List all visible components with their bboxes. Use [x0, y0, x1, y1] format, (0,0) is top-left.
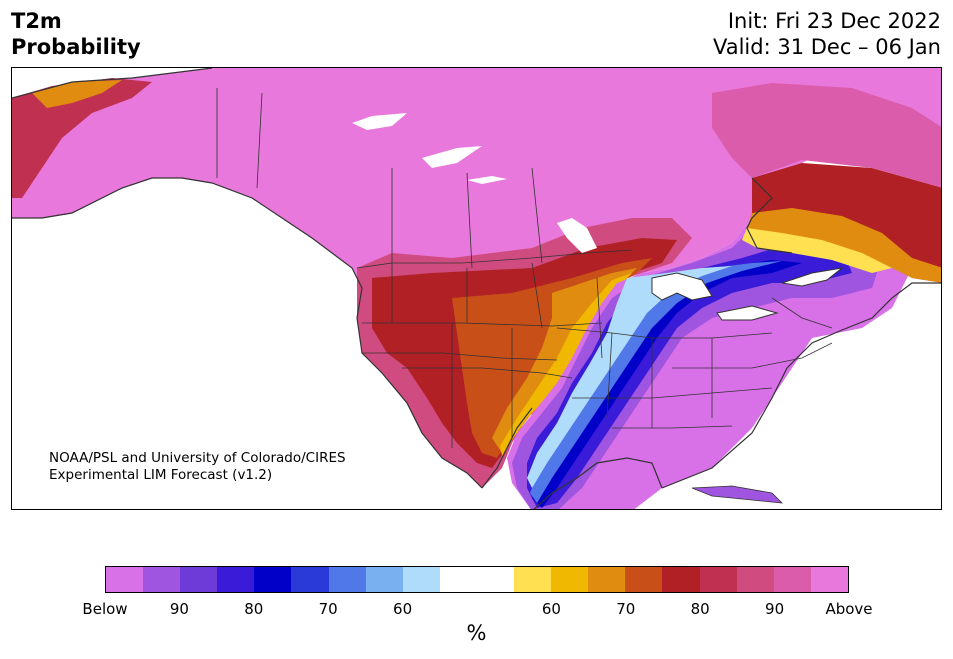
- title-line-1: T2m: [11, 9, 62, 33]
- great-lakes: [651, 267, 844, 321]
- colorbar-swatch: [662, 567, 700, 592]
- colorbar-labels: Below 90 80 70 60 60 70 80 90 Above: [82, 600, 872, 618]
- colorbar-tick-label: 60: [393, 600, 413, 618]
- colorbar-swatch: [588, 567, 626, 592]
- colorbar-swatch: [106, 567, 144, 592]
- colorbar-tick-label: 80: [244, 600, 264, 618]
- land-east-band-4: [530, 261, 782, 503]
- colorbar-swatch: [291, 567, 329, 592]
- land-east-band-5: [527, 266, 732, 488]
- colorbar-tick-label: Below: [82, 600, 128, 618]
- colorbar-unit: %: [466, 621, 487, 645]
- map-panel: [11, 67, 942, 510]
- colorbar-tick-label: 70: [616, 600, 636, 618]
- colorbar-swatch: [439, 567, 477, 592]
- forecast-info: Init: Fri 23 Dec 2022 Valid: 31 Dec – 06…: [713, 8, 941, 60]
- colorbar-swatch: [625, 567, 663, 592]
- northern-lakes: [352, 113, 597, 253]
- colorbar-swatch: [773, 567, 811, 592]
- colorbar-tick-label: 70: [318, 600, 338, 618]
- colorbar-tick-label: 60: [541, 600, 561, 618]
- colorbar-swatch: [217, 567, 255, 592]
- hudson-bay: [712, 83, 941, 188]
- colorbar-swatch: [551, 567, 589, 592]
- atlantic-canada-band: [747, 208, 941, 283]
- land-west-band-5: [500, 273, 632, 456]
- colorbar-swatch: [254, 567, 292, 592]
- colorbar-swatch: [810, 567, 848, 592]
- colorbar: [105, 566, 849, 593]
- colorbar-swatch: [143, 567, 181, 592]
- valid-range: Valid: 31 Dec – 06 Jan: [712, 35, 941, 59]
- colorbar-swatch: [736, 567, 774, 592]
- colorbar-tick-label: 90: [765, 600, 785, 618]
- colorbar-swatch: [180, 567, 218, 592]
- colorbar-tick-label: 90: [169, 600, 189, 618]
- colorbar-swatch: [402, 567, 440, 592]
- boundaries: [12, 88, 833, 448]
- colorbar-swatch: [699, 567, 737, 592]
- colorbar-swatch: [365, 567, 403, 592]
- colorbar-tick-label: 80: [690, 600, 710, 618]
- atlantic-canada-band-2: [742, 228, 892, 273]
- colorbar-tick-label: Above: [825, 600, 873, 618]
- map-title: T2m Probability: [11, 8, 141, 60]
- title-line-2: Probability: [11, 35, 141, 59]
- init-date: Init: Fri 23 Dec 2022: [727, 9, 941, 33]
- credit-text: NOAA/PSL and University of Colorado/CIRE…: [49, 450, 346, 484]
- credit-line-1: NOAA/PSL and University of Colorado/CIRE…: [49, 450, 346, 466]
- colorbar-swatch: [514, 567, 552, 592]
- caribbean-islands: [691, 485, 784, 504]
- coastlines: [12, 68, 941, 509]
- colorbar-swatch: [328, 567, 366, 592]
- credit-line-2: Experimental LIM Forecast (v1.2): [49, 467, 273, 483]
- colorbar-swatch: [476, 567, 515, 592]
- probability-map: [12, 68, 941, 509]
